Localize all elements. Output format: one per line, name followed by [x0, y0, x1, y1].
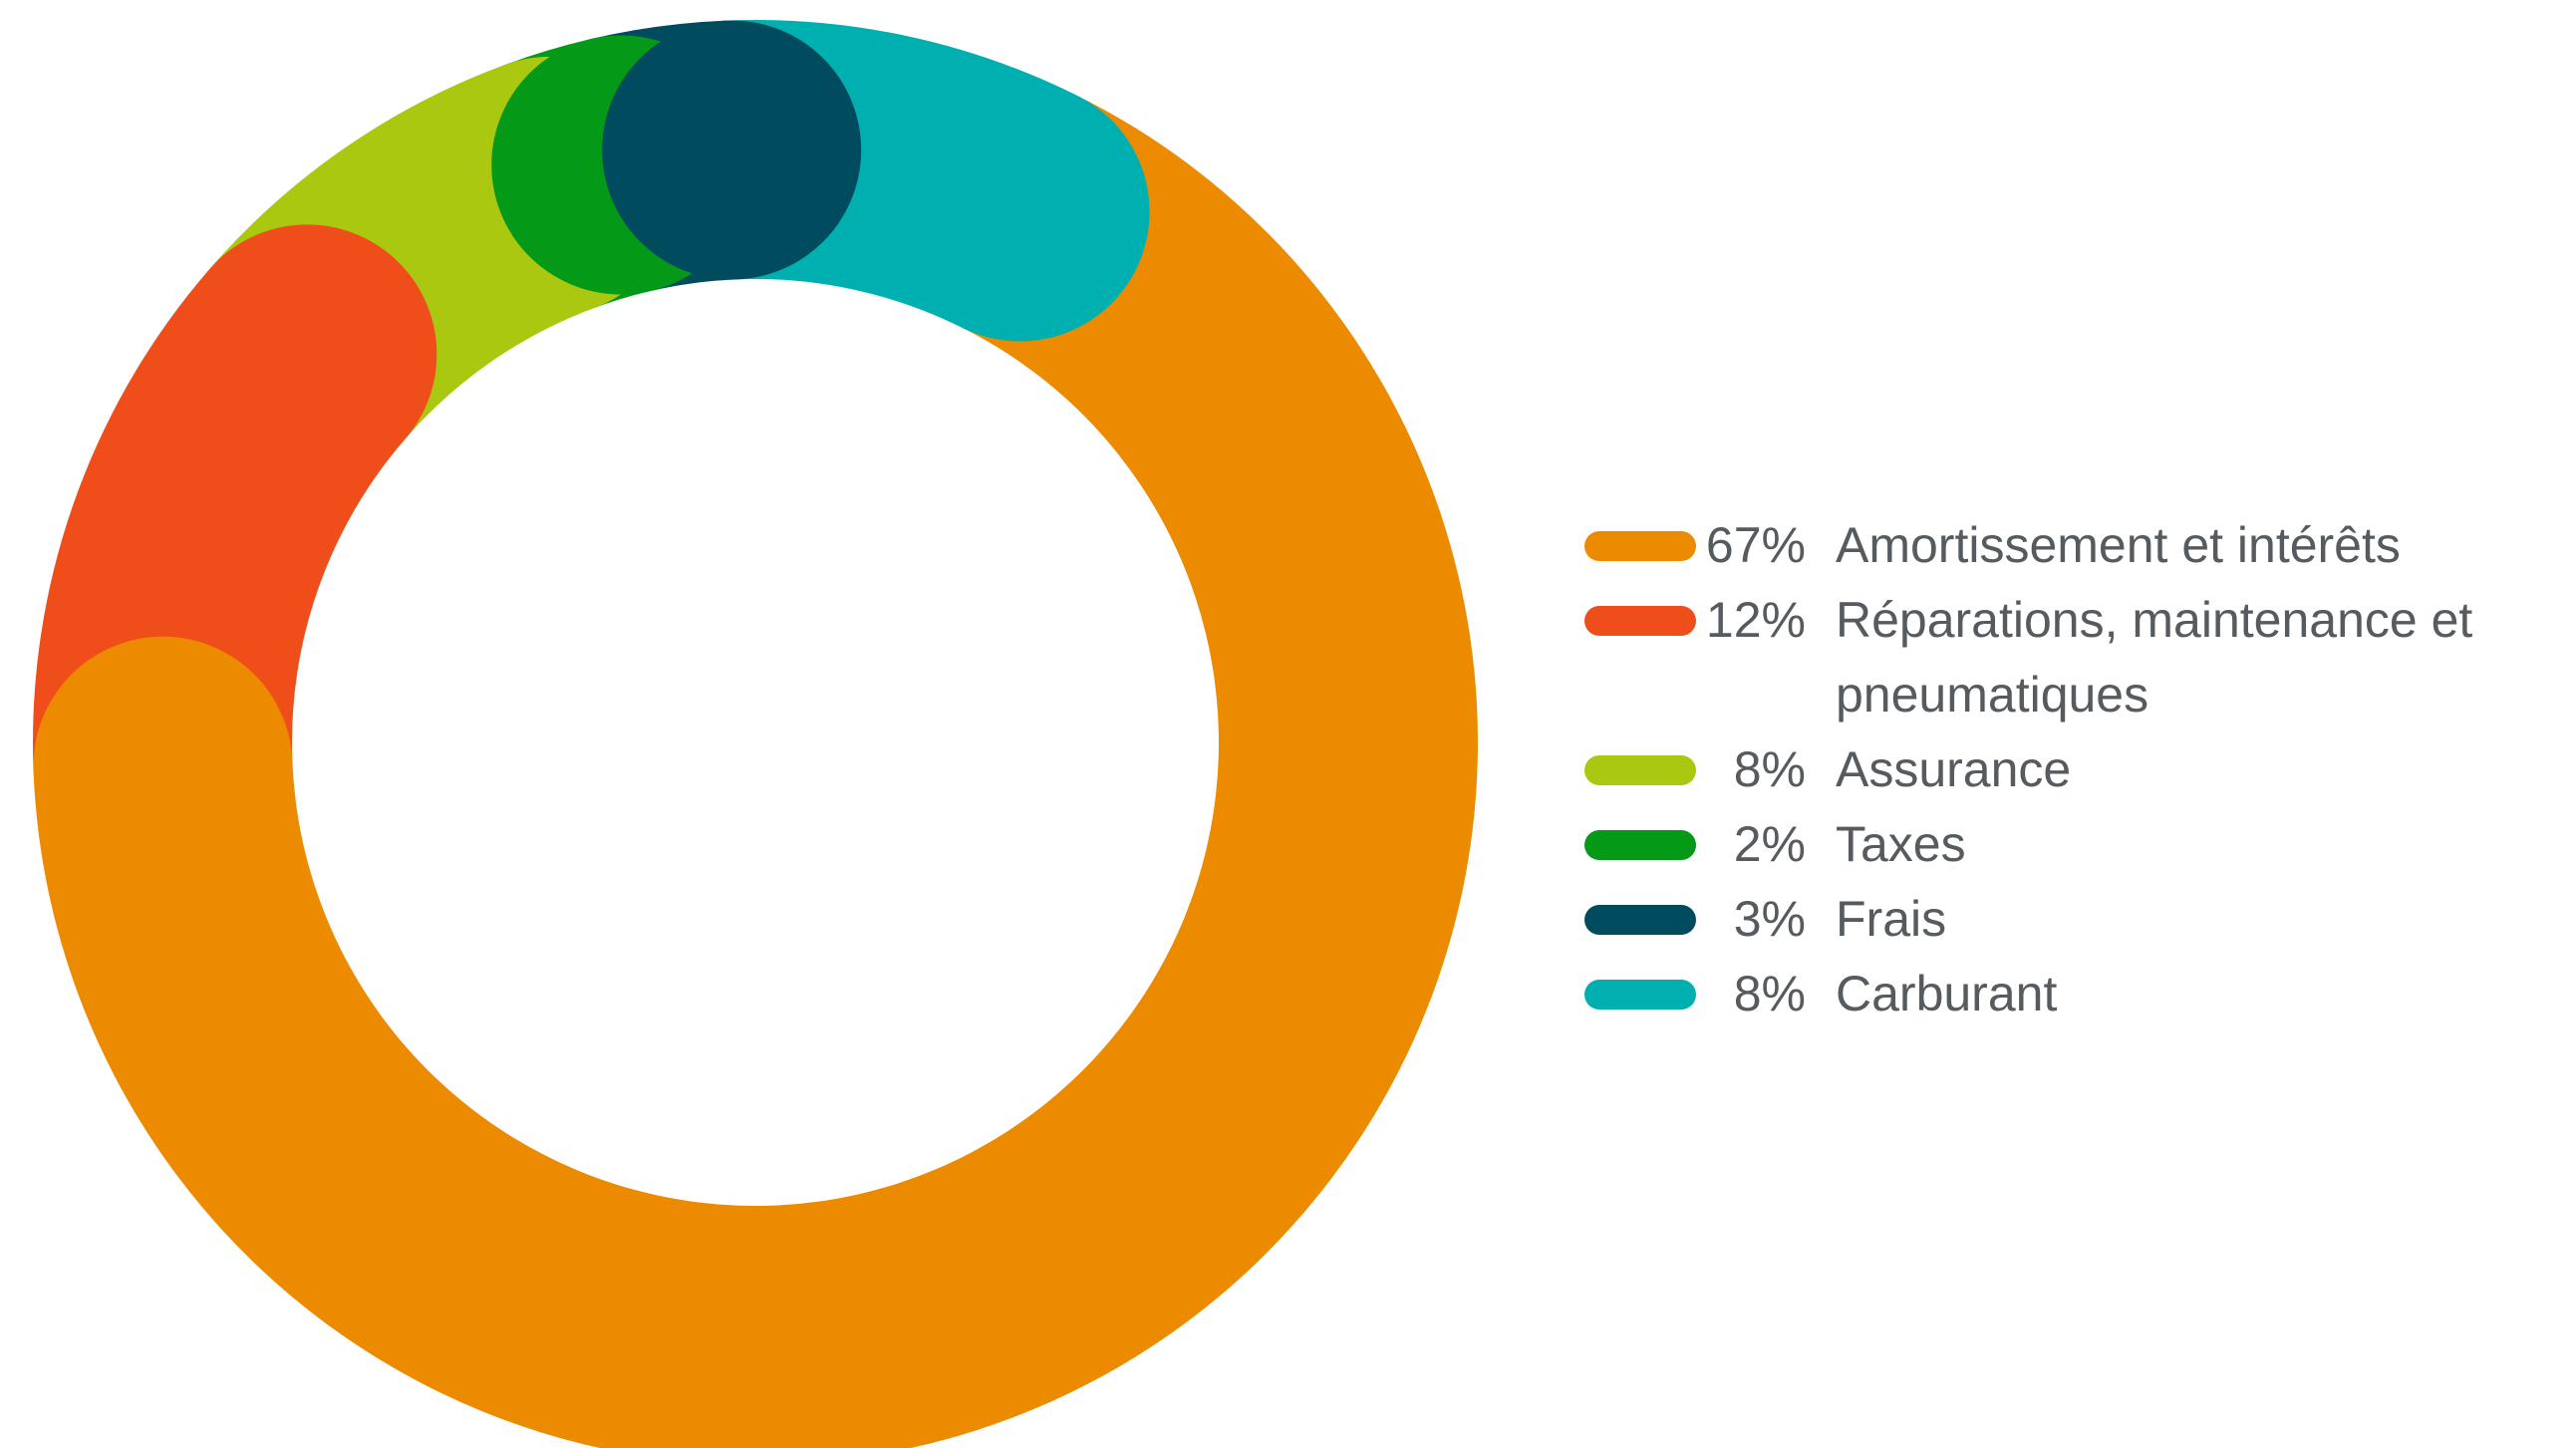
- legend-label: Amortissement et intérêts: [1836, 517, 2401, 573]
- legend-swatch: [1584, 606, 1696, 636]
- legend-label: Frais: [1836, 891, 1947, 947]
- legend-percent: 8%: [1733, 966, 1806, 1021]
- legend-item: 8% Assurance: [1584, 732, 2561, 807]
- legend-swatch: [1584, 830, 1696, 860]
- legend-swatch: [1584, 531, 1696, 561]
- legend-item: 8% Carburant: [1584, 957, 2561, 1031]
- legend-label: Taxes: [1836, 816, 1966, 872]
- legend-percent: 2%: [1733, 816, 1806, 872]
- legend-swatch: [1584, 755, 1696, 785]
- legend-item: 67% Amortissement et intérêts: [1584, 508, 2561, 583]
- legend-swatch: [1584, 980, 1696, 1010]
- legend-percent: 12%: [1705, 592, 1806, 648]
- legend-label: Réparations, maintenance et pneumatiques: [1836, 592, 2473, 723]
- legend-item: 2% Taxes: [1584, 807, 2561, 882]
- legend-item: 12% Réparations, maintenance et pneumatiq…: [1584, 583, 2561, 732]
- donut-slice-cap-carburant: [890, 82, 1150, 342]
- legend-swatch: [1584, 905, 1696, 935]
- legend-percent: 67%: [1705, 517, 1806, 573]
- donut-slice-cap-frais: [602, 20, 862, 280]
- legend-label: Carburant: [1836, 966, 2058, 1021]
- legend-percent: 8%: [1733, 741, 1806, 797]
- donut-slice-amortissement: [33, 96, 1478, 1448]
- legend-percent: 3%: [1733, 891, 1806, 947]
- legend-label: Assurance: [1836, 741, 2072, 797]
- donut-slice-cap-réparations: [177, 224, 437, 484]
- donut-slice-cap-amortissement: [33, 636, 293, 896]
- chart-legend: 67% Amortissement et intérêts 12% Réparatio…: [1584, 508, 2561, 1031]
- donut-chart: [33, 20, 1478, 1448]
- legend-item: 3% Frais: [1584, 882, 2561, 957]
